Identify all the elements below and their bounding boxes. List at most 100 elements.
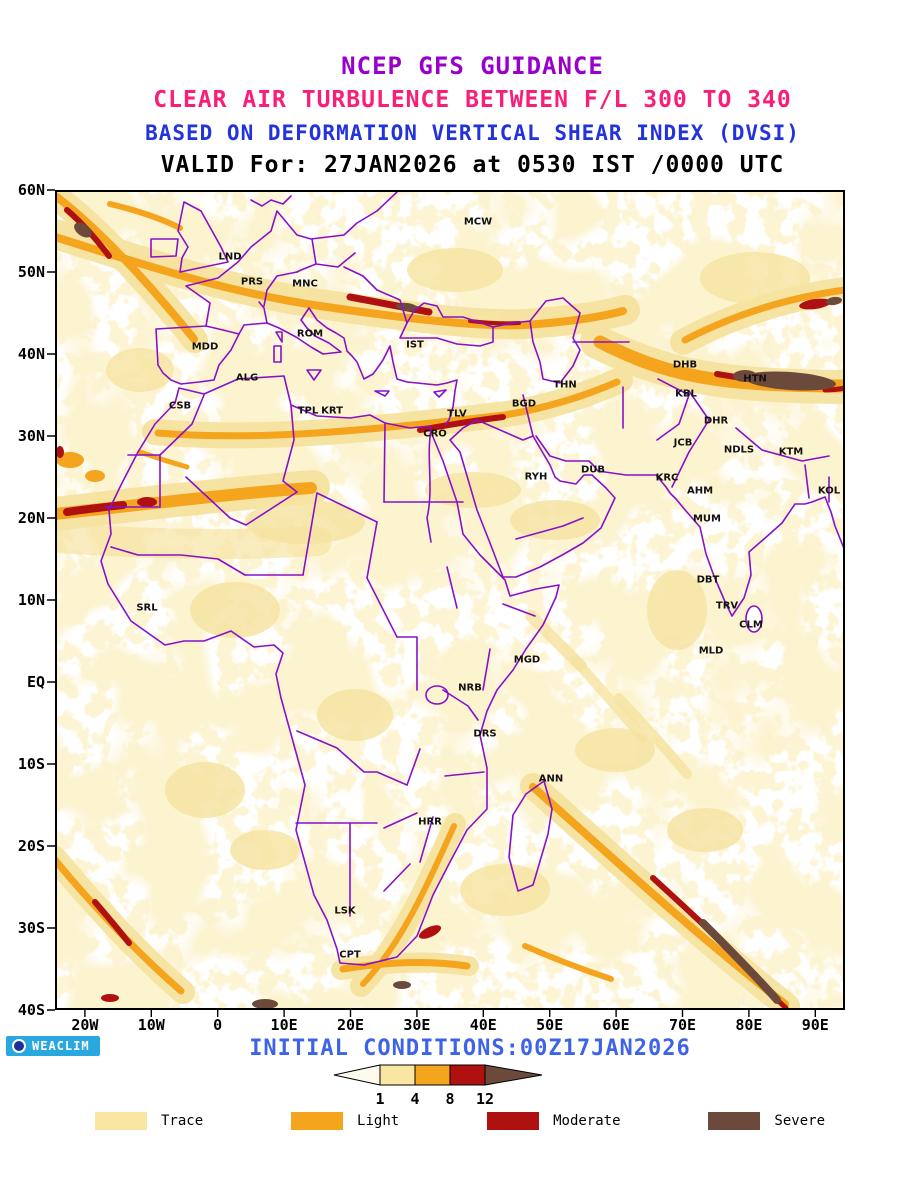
map-canvas: [47, 189, 845, 1017]
intensity-scale: 1 4 8 12: [333, 1064, 543, 1108]
lon-tick-label: 50E: [536, 1016, 564, 1034]
lon-tick-label: 10W: [137, 1016, 165, 1034]
south-asia-coastline: [535, 435, 845, 617]
station-label-ahm: AHM: [686, 485, 714, 497]
scale-segment-light: [414, 1064, 451, 1086]
station-label-krc: KRC: [655, 472, 679, 484]
station-label-tlv: TLV: [447, 408, 467, 420]
station-label-ndls: NDLS: [723, 444, 755, 456]
lat-tick-label: 40S: [17, 1001, 45, 1019]
lat-tick-label: 50N: [17, 263, 45, 281]
legend-label: Trace: [161, 1113, 204, 1129]
station-label-krt: KRT: [321, 405, 343, 417]
station-label-mum: MUM: [692, 513, 722, 525]
station-label-lnd: LND: [218, 251, 242, 263]
station-label-cpt: CPT: [339, 949, 361, 961]
legend: Trace Light Moderate Severe: [95, 1112, 825, 1130]
map-frame: [55, 190, 845, 1010]
caucasus-border: [492, 320, 531, 328]
weaclim-logo-icon: [12, 1039, 26, 1053]
station-label-cro: CRO: [423, 428, 447, 440]
coastlines-and-borders: [100, 191, 845, 966]
lon-tick-label: 20E: [336, 1016, 365, 1034]
lon-tick-label: 20W: [71, 1016, 99, 1034]
title-block: NCEP GFS GUIDANCE CLEAR AIR TURBULENCE B…: [0, 52, 900, 178]
station-label-tpl: TPL: [297, 405, 319, 417]
title-line-3: BASED ON DEFORMATION VERTICAL SHEAR INDE…: [145, 121, 800, 145]
lon-tick-label: 80E: [735, 1016, 763, 1034]
nile-river: [426, 429, 432, 543]
station-label-bgd: BGD: [511, 398, 537, 410]
lake-victoria: [425, 685, 449, 705]
italy-balkans-coastline: [266, 307, 458, 426]
legend-label: Severe: [774, 1113, 825, 1129]
station-label-nrb: NRB: [458, 682, 482, 694]
legend-swatch: [95, 1112, 147, 1130]
turbulence-field: [55, 190, 845, 1010]
initial-conditions-text: INITIAL CONDITIONS:00Z17JAN2026: [249, 1036, 691, 1061]
station-label-clm: CLM: [739, 619, 763, 631]
legend-swatch: [487, 1112, 540, 1130]
title-line-4: VALID For: 27JAN2026 at 0530 IST /0000 U…: [160, 152, 785, 178]
station-label-srl: SRL: [136, 602, 158, 614]
legend-item-moderate: Moderate: [487, 1112, 621, 1130]
station-label-trv: TRV: [715, 600, 739, 612]
station-label-csb: CSB: [168, 400, 192, 412]
lon-tick-label: 30E: [403, 1016, 431, 1034]
scale-value-1: 1: [375, 1090, 384, 1108]
legend-swatch: [708, 1112, 761, 1130]
moderate-patches: [56, 298, 831, 1002]
station-label-prs: PRS: [240, 276, 264, 288]
lat-tick-label: EQ: [26, 673, 45, 691]
lon-tick-label: 40E: [469, 1016, 497, 1034]
lon-tick-label: 10E: [270, 1016, 298, 1034]
weaclim-badge: WEACLIM: [6, 1036, 100, 1056]
scandinavia-coastline: [250, 195, 292, 207]
station-label-hrr: HRR: [418, 816, 442, 828]
scale-segment-trace: [379, 1064, 416, 1086]
station-label-lsk: LSK: [334, 905, 356, 917]
lat-tick-label: 40N: [17, 345, 45, 363]
severe-patches: [74, 222, 842, 1009]
lon-tick-label: 90E: [801, 1016, 829, 1034]
scale-value-8: 8: [445, 1090, 454, 1108]
station-label-mld: MLD: [698, 645, 724, 657]
station-label-ann: ANN: [538, 773, 564, 785]
europe-coastline-south: [157, 322, 268, 385]
lon-tick-label: 0: [213, 1016, 223, 1034]
title-line-2: CLEAR AIR TURBULENCE BETWEEN F/L 300 TO …: [153, 87, 792, 113]
station-label-dhr: DHR: [703, 415, 729, 427]
station-label-ist: IST: [406, 339, 424, 351]
ireland-coastline: [150, 238, 179, 258]
legend-item-light: Light: [291, 1112, 399, 1130]
lon-tick-label: 70E: [668, 1016, 697, 1034]
title-line-1: NCEP GFS GUIDANCE: [341, 52, 604, 80]
sicily: [306, 369, 322, 381]
lat-tick-label: 10S: [17, 755, 45, 773]
lat-tick-label: 60N: [17, 181, 45, 199]
station-label-mgd: MGD: [513, 654, 541, 666]
lat-tick-label: 30N: [17, 427, 45, 445]
station-label-mnc: MNC: [292, 278, 318, 290]
legend-label: Light: [357, 1113, 400, 1129]
station-label-dub: DUB: [580, 464, 606, 476]
station-label-drs: DRS: [473, 728, 497, 740]
cyprus: [433, 389, 447, 398]
station-label-htn: HTN: [743, 373, 767, 385]
lat-tick-label: 30S: [17, 919, 45, 937]
lat-tick-label: 20S: [17, 837, 45, 855]
station-label-mcw: MCW: [463, 216, 493, 228]
station-label-ryh: RYH: [524, 471, 548, 483]
light-patches: [56, 452, 105, 482]
europe-coastline-north: [155, 191, 398, 366]
axis-tick-marks: [47, 189, 816, 1017]
scale-value-12: 12: [476, 1090, 494, 1108]
africa-coastline: [100, 375, 560, 966]
britain-coastline: [177, 201, 229, 273]
caspian-sea: [529, 297, 581, 384]
arabia-coastline: [449, 419, 616, 578]
lon-tick-label: 60E: [602, 1016, 630, 1034]
lat-tick-label: 10N: [17, 591, 45, 609]
station-label-thn: THN: [553, 379, 577, 391]
sri-lanka: [745, 605, 763, 633]
